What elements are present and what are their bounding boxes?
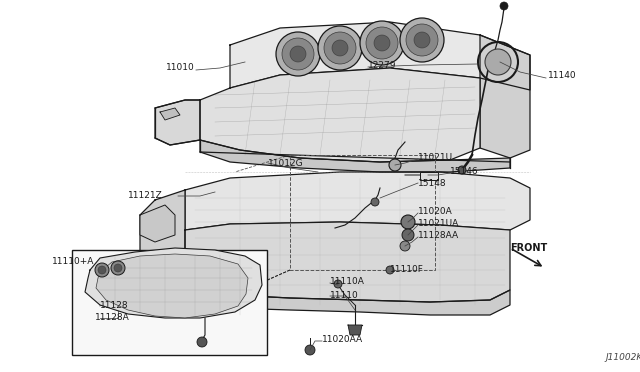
- Text: 12279: 12279: [368, 61, 397, 71]
- Circle shape: [400, 18, 444, 62]
- Circle shape: [406, 24, 438, 56]
- Text: 11012G: 11012G: [268, 158, 303, 167]
- Circle shape: [386, 266, 394, 274]
- Circle shape: [276, 32, 320, 76]
- Circle shape: [282, 38, 314, 70]
- Circle shape: [111, 261, 125, 275]
- Circle shape: [371, 198, 379, 206]
- Text: 11110F: 11110F: [390, 266, 424, 275]
- Circle shape: [305, 345, 315, 355]
- Polygon shape: [140, 205, 175, 242]
- Circle shape: [318, 26, 362, 70]
- Text: FRONT: FRONT: [510, 243, 547, 253]
- Circle shape: [95, 263, 109, 277]
- Text: 11021UA: 11021UA: [418, 219, 460, 228]
- Circle shape: [334, 280, 342, 288]
- Circle shape: [500, 2, 508, 10]
- Text: 11128: 11128: [100, 301, 129, 310]
- Text: 11020A: 11020A: [418, 208, 452, 217]
- Circle shape: [360, 21, 404, 65]
- Text: 11110A: 11110A: [330, 278, 365, 286]
- Circle shape: [401, 215, 415, 229]
- Text: 11110+A: 11110+A: [52, 257, 94, 266]
- Text: 11140: 11140: [548, 71, 577, 80]
- Circle shape: [290, 46, 306, 62]
- Polygon shape: [185, 222, 510, 302]
- Circle shape: [332, 40, 348, 56]
- Polygon shape: [200, 68, 480, 162]
- Circle shape: [485, 49, 511, 75]
- Text: 11010: 11010: [166, 64, 195, 73]
- Text: 15146: 15146: [450, 167, 479, 176]
- Polygon shape: [160, 108, 180, 120]
- Text: 11020AA: 11020AA: [322, 336, 363, 344]
- Circle shape: [374, 35, 390, 51]
- Polygon shape: [185, 290, 510, 315]
- Circle shape: [324, 32, 356, 64]
- Polygon shape: [185, 172, 530, 230]
- Polygon shape: [96, 254, 248, 318]
- Text: 11128AA: 11128AA: [418, 231, 459, 241]
- Text: 11021U: 11021U: [418, 154, 453, 163]
- Polygon shape: [200, 140, 510, 172]
- Circle shape: [197, 337, 207, 347]
- Circle shape: [458, 166, 466, 174]
- Polygon shape: [480, 35, 530, 158]
- Circle shape: [402, 229, 414, 241]
- Text: J11002KT: J11002KT: [605, 353, 640, 362]
- Polygon shape: [230, 22, 530, 90]
- Text: 15148: 15148: [418, 179, 447, 187]
- Circle shape: [414, 32, 430, 48]
- Polygon shape: [155, 100, 200, 145]
- Circle shape: [366, 27, 398, 59]
- Bar: [72, 250, 267, 355]
- Text: 11128A: 11128A: [95, 314, 130, 323]
- Polygon shape: [348, 325, 362, 335]
- Text: 11121Z: 11121Z: [128, 190, 163, 199]
- Text: 11110: 11110: [330, 291, 359, 299]
- Bar: [290, 155, 435, 270]
- Circle shape: [114, 264, 122, 272]
- Circle shape: [400, 241, 410, 251]
- Circle shape: [98, 266, 106, 274]
- Polygon shape: [140, 190, 185, 305]
- Polygon shape: [85, 248, 262, 318]
- Circle shape: [389, 159, 401, 171]
- Bar: [420, 172, 438, 180]
